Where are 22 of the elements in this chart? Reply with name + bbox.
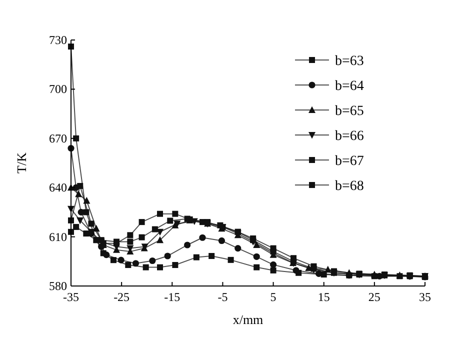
legend-label: b=66	[335, 129, 364, 144]
legend-label: b=63	[335, 54, 364, 69]
legend-label: b=67	[335, 154, 364, 169]
y-tick-label: 610	[49, 230, 67, 244]
legend-label: b=68	[335, 179, 364, 194]
x-tick-label: -15	[164, 290, 180, 304]
y-tick-label: 580	[49, 279, 67, 293]
x-tick-label: 25	[368, 290, 380, 304]
legend-label: b=65	[335, 104, 364, 119]
x-tick-label: -35	[63, 290, 79, 304]
x-tick-label: 15	[318, 290, 330, 304]
x-tick-label: 5	[270, 290, 276, 304]
x-tick-label: 35	[419, 290, 431, 304]
x-tick-label: -25	[114, 290, 130, 304]
legend-label: b=64	[335, 79, 364, 94]
y-axis-title: T/K	[14, 152, 29, 174]
y-tick-label: 730	[49, 33, 67, 47]
y-tick-label: 640	[49, 180, 67, 195]
x-axis-title: x/mm	[232, 312, 264, 327]
y-tick-label: 700	[49, 82, 67, 96]
x-tick-label: -5	[218, 290, 228, 304]
y-tick-label: 670	[49, 131, 67, 146]
